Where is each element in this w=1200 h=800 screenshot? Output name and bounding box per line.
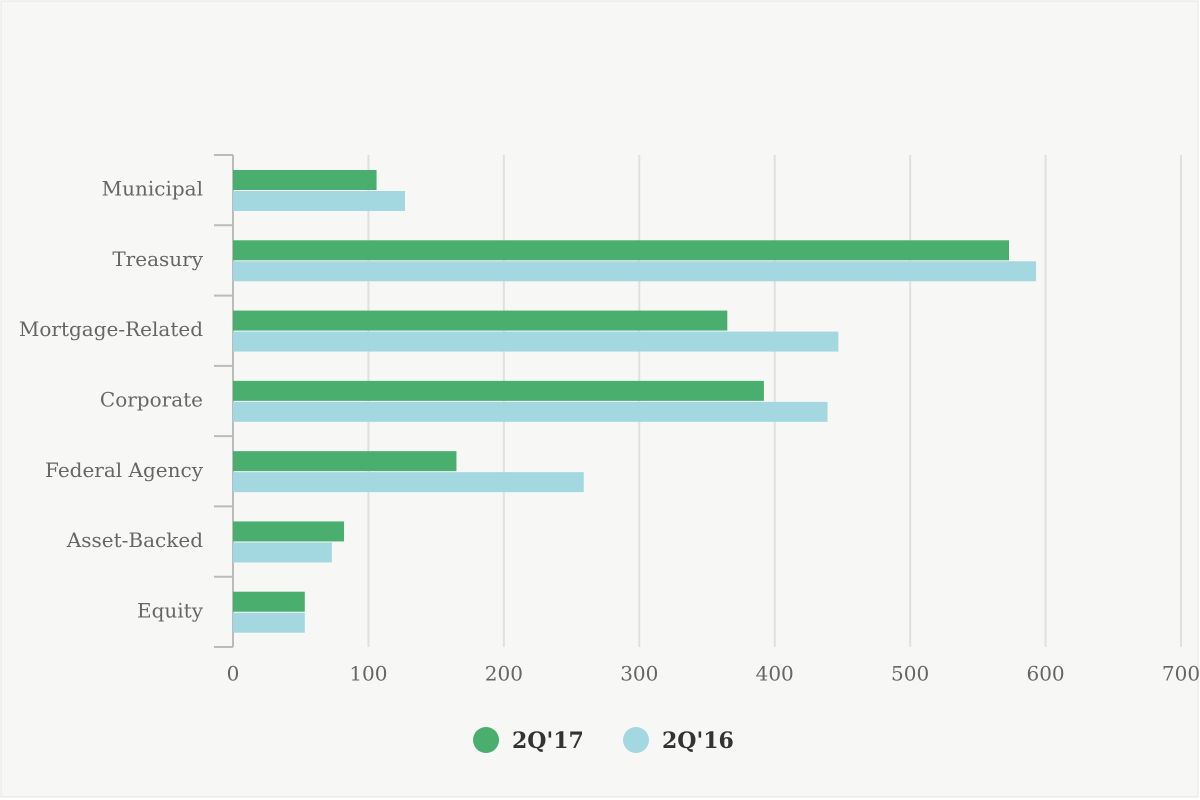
bar xyxy=(233,542,332,563)
x-tick-label: 600 xyxy=(1026,662,1064,686)
bar xyxy=(233,261,1037,282)
legend-marker xyxy=(473,727,499,753)
legend-label: 2Q'17 xyxy=(512,728,584,754)
x-tick-label: 0 xyxy=(227,662,240,686)
bar xyxy=(233,401,828,422)
x-tick-label: 700 xyxy=(1162,662,1200,686)
bar xyxy=(233,591,305,612)
bar xyxy=(233,170,377,190)
x-tick-label: 100 xyxy=(349,662,387,686)
legend-marker xyxy=(623,727,649,753)
x-tick-label: 500 xyxy=(891,662,929,686)
legend-label: 2Q'16 xyxy=(662,728,734,754)
bar xyxy=(233,191,405,211)
bar xyxy=(233,472,584,493)
y-tick-label: Asset-Backed xyxy=(66,528,203,552)
y-tick-label: Mortgage-Related xyxy=(19,317,203,341)
y-tick-label: Corporate xyxy=(100,388,203,412)
x-tick-label: 200 xyxy=(485,662,523,686)
y-tick-label: Equity xyxy=(137,598,204,622)
y-tick-label: Municipal xyxy=(102,177,203,201)
bar xyxy=(233,521,345,542)
bar xyxy=(233,331,839,352)
bar xyxy=(233,380,764,401)
bar xyxy=(233,240,1010,261)
x-tick-label: 400 xyxy=(756,662,794,686)
bar xyxy=(233,451,457,472)
x-tick-label: 300 xyxy=(620,662,658,686)
y-tick-label: Federal Agency xyxy=(45,458,204,482)
y-tick-label: Treasury xyxy=(112,247,203,271)
bar xyxy=(233,310,728,331)
bar xyxy=(233,612,305,633)
